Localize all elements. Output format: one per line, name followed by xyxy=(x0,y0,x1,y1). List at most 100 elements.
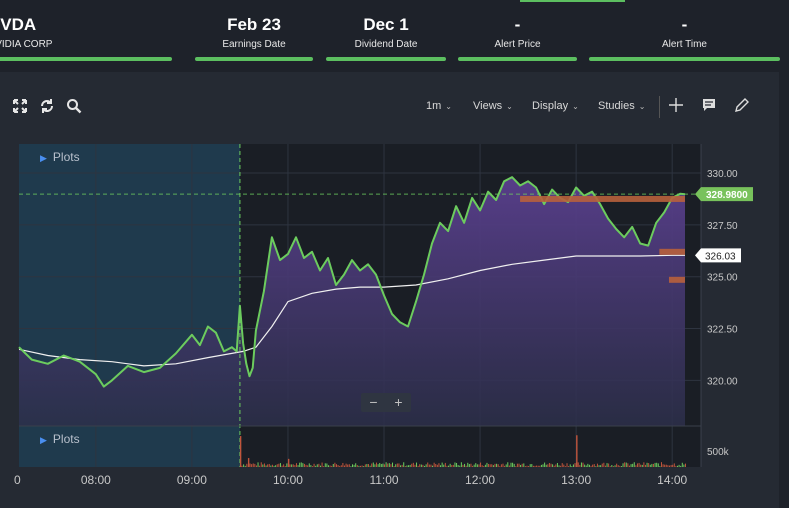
stat-symbol: NVDA NVIDIA CORP xyxy=(0,14,182,61)
volume-bar xyxy=(593,464,595,467)
refresh-icon[interactable] xyxy=(39,98,55,114)
volume-bar xyxy=(347,464,349,467)
top-accent-strip xyxy=(520,0,625,2)
volume-bar xyxy=(339,465,341,467)
volume-bar xyxy=(590,465,592,467)
draw-icon[interactable] xyxy=(733,96,751,114)
volume-bar xyxy=(625,462,627,467)
volume-bar xyxy=(273,465,275,467)
volume-bar xyxy=(668,465,670,467)
volume-bar xyxy=(603,462,605,467)
volume-bar xyxy=(263,463,265,467)
volume-bar xyxy=(436,464,438,467)
volume-bar xyxy=(454,462,456,467)
volume-bar xyxy=(422,464,424,467)
views-menu[interactable]: Views ⌄ xyxy=(473,100,513,112)
volume-bar xyxy=(563,464,565,467)
volume-bar xyxy=(585,465,587,467)
volume-bar xyxy=(680,465,682,467)
volume-bar xyxy=(319,465,321,467)
y-tick-label: 325.00 xyxy=(707,273,738,284)
stat-alert-price: - Alert Price xyxy=(458,14,577,61)
stat-dividend-value: Dec 1 xyxy=(363,15,409,34)
volume-bar xyxy=(368,464,370,467)
volume-bar xyxy=(427,462,429,467)
volume-bar xyxy=(539,465,541,467)
zoom-in-button[interactable]: + xyxy=(394,394,403,410)
volume-bar xyxy=(409,464,411,467)
studies-label: Studies xyxy=(598,100,635,112)
studies-menu[interactable]: Studies ⌄ xyxy=(598,100,645,112)
volume-bar xyxy=(518,463,520,467)
plots-toggle-main[interactable]: ▶ Plots xyxy=(40,150,80,164)
volume-bar xyxy=(289,464,291,467)
volume-bar xyxy=(332,463,334,467)
volume-bar xyxy=(624,462,626,467)
chevron-down-icon: ⌄ xyxy=(638,102,646,111)
volume-bar xyxy=(279,463,281,467)
volume-bar xyxy=(548,463,550,467)
volume-bar xyxy=(457,465,459,467)
volume-bar xyxy=(644,464,646,467)
volume-bar xyxy=(297,465,299,467)
display-menu[interactable]: Display ⌄ xyxy=(532,100,579,112)
volume-bar xyxy=(491,464,493,467)
volume-bar xyxy=(271,464,273,467)
comment-icon[interactable] xyxy=(700,96,718,114)
volume-bar xyxy=(659,466,661,467)
plots-toggle-volume[interactable]: ▶ Plots xyxy=(40,432,80,446)
volume-bar xyxy=(433,462,435,467)
volume-bar xyxy=(595,466,597,467)
stat-alert-price-value: - xyxy=(514,15,521,34)
volume-bar xyxy=(462,464,464,467)
volume-bar xyxy=(652,463,654,467)
volume-bar xyxy=(465,465,467,467)
price-area xyxy=(19,177,685,426)
volume-bar xyxy=(614,465,616,467)
volume-bar xyxy=(558,465,560,467)
volume-bar xyxy=(241,465,243,467)
interval-menu[interactable]: 1m ⌄ xyxy=(426,100,452,112)
volume-bar xyxy=(564,466,566,467)
volume-bar xyxy=(531,464,533,467)
volume-bar xyxy=(512,462,514,467)
volume-bar xyxy=(452,464,454,467)
zoom-out-button[interactable]: − xyxy=(369,394,378,410)
volume-bar xyxy=(308,463,310,467)
search-icon[interactable] xyxy=(66,98,82,114)
volume-bar xyxy=(582,462,584,467)
volume-bar xyxy=(467,462,469,467)
volume-bar xyxy=(550,463,552,467)
volume-bar xyxy=(488,463,490,467)
expand-icon[interactable] xyxy=(12,98,28,114)
volume-bar xyxy=(681,462,683,467)
stat-earnings-label: Earnings Date xyxy=(222,39,286,50)
volume-bar xyxy=(569,464,571,467)
volume-bar xyxy=(684,463,686,467)
volume-bar xyxy=(416,462,418,467)
volume-bar xyxy=(420,464,422,467)
volume-bar xyxy=(480,462,482,467)
volume-bar xyxy=(667,465,669,467)
volume-bar xyxy=(481,465,483,467)
volume-bar xyxy=(300,462,302,467)
volume-bar xyxy=(619,465,621,467)
volume-bar xyxy=(657,463,659,467)
volume-bar xyxy=(408,465,410,467)
x-tick-label: 14:00 xyxy=(657,473,687,487)
volume-bar xyxy=(343,465,345,467)
volume-bar xyxy=(310,465,312,467)
volume-bar xyxy=(609,466,611,467)
volume-bar xyxy=(374,464,376,467)
crosshair-icon[interactable] xyxy=(667,96,685,114)
volume-bar xyxy=(648,463,650,467)
volume-bar xyxy=(460,462,462,467)
volume-bar xyxy=(470,463,472,467)
volume-bar xyxy=(649,464,651,467)
volume-bar xyxy=(324,463,326,467)
volume-bar xyxy=(617,465,619,467)
volume-bar xyxy=(608,463,610,467)
volume-bar xyxy=(379,462,381,467)
volume-bar xyxy=(267,464,269,467)
